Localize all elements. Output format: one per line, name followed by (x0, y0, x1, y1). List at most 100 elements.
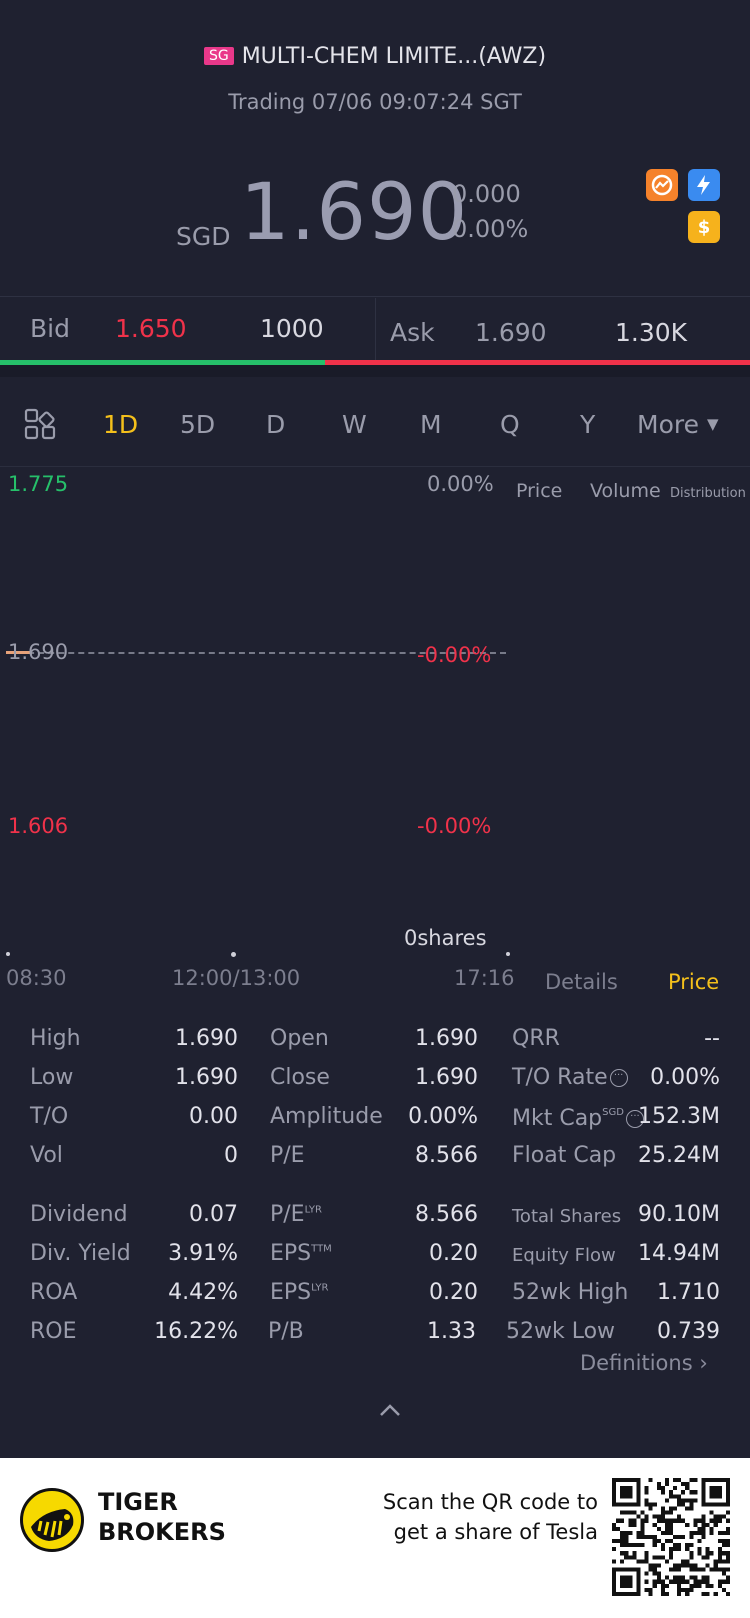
chevron-right-icon: › (699, 1351, 708, 1375)
stat-label-text: Mkt Cap (512, 1106, 603, 1131)
stat-label-text: P/E (270, 1202, 305, 1227)
tab-d[interactable]: D (266, 410, 286, 439)
stock-name: MULTI-CHEM LIMITE...(AWZ) (241, 44, 547, 69)
stat-label: ROA (30, 1280, 78, 1305)
tiger-logo-icon (20, 1488, 84, 1552)
bid-volume-bar (0, 360, 325, 365)
tab-1d[interactable]: 1D (103, 410, 139, 439)
tab-w[interactable]: W (342, 410, 367, 439)
flash-icon[interactable] (688, 169, 720, 201)
stat-label: ROE (30, 1319, 77, 1344)
stat-label[interactable]: T/O Rate ··· (512, 1065, 628, 1090)
stat-value: 1.690 (175, 1026, 238, 1051)
caret-down-icon: ▼ (706, 415, 719, 433)
stat-value: 8.566 (415, 1143, 478, 1168)
chart-high-pct: 0.00% (427, 472, 494, 496)
time-tick (506, 952, 510, 956)
ask-size: 1.30K (615, 318, 688, 347)
tab-5d[interactable]: 5D (180, 410, 216, 439)
tab-details[interactable]: Details (545, 970, 618, 994)
ask-volume-bar (325, 360, 750, 365)
chart-mid-price: 1.690 (8, 640, 69, 664)
time-end: 17:16 (454, 966, 515, 990)
definitions-link[interactable]: Definitions › (580, 1351, 708, 1375)
more-dropdown[interactable]: More ▼ (637, 410, 718, 439)
bid-price: 1.650 (115, 314, 187, 343)
side-tab-distribution[interactable]: Distribution (670, 486, 746, 501)
divider (0, 296, 750, 297)
volume-label: 0shares (404, 926, 487, 950)
cta-line2: get a share of Tesla (393, 1520, 598, 1544)
more-label: More (637, 410, 699, 439)
stat-label: Open (270, 1026, 329, 1051)
stat-value: 8.566 (415, 1202, 478, 1227)
stat-value: 0.20 (429, 1280, 478, 1305)
stat-value: 1.690 (415, 1026, 478, 1051)
stat-label: Close (270, 1065, 330, 1090)
tabs-divider (0, 466, 750, 467)
stat-value: 3.91% (168, 1241, 238, 1266)
stat-label: 52wk High (512, 1280, 629, 1305)
trade-icon[interactable] (646, 169, 678, 201)
ask-label: Ask (390, 318, 435, 347)
time-tick (231, 952, 236, 957)
stat-value: 14.94M (638, 1241, 720, 1266)
stat-value: 0.00% (408, 1104, 478, 1129)
tab-q[interactable]: Q (500, 410, 520, 439)
stat-value: -- (704, 1026, 720, 1051)
stat-label: Dividend (30, 1202, 128, 1227)
chart-high-price: 1.775 (8, 472, 69, 496)
stat-value: 0.00% (650, 1065, 720, 1090)
stat-label: P/E (270, 1143, 305, 1168)
chart-low-price: 1.606 (8, 814, 69, 838)
dollar-icon[interactable]: $ (688, 211, 720, 243)
more-info-icon[interactable]: ··· (625, 1110, 644, 1128)
stock-title: SG MULTI-CHEM LIMITE...(AWZ) (0, 44, 750, 69)
side-tab-price[interactable]: Price (516, 480, 563, 502)
stat-label: High (30, 1026, 81, 1051)
stat-value: 1.690 (415, 1065, 478, 1090)
brand-line2: BROKERS (98, 1518, 226, 1546)
qr-code-icon (612, 1478, 730, 1596)
price-change: 0.000 (452, 180, 521, 208)
stat-value: 1.33 (427, 1319, 476, 1344)
chart-low-pct: -0.00% (417, 814, 492, 838)
stat-value: 1.710 (657, 1280, 720, 1305)
svg-text:$: $ (698, 217, 711, 238)
stat-label: Equity Flow (512, 1245, 616, 1266)
stat-value: 0 (224, 1143, 238, 1168)
stat-value: 0.739 (657, 1319, 720, 1344)
stat-label-text: EPS (270, 1280, 312, 1305)
chart-mid-pct: -0.00% (417, 643, 492, 667)
stat-label: EPSTTM (270, 1241, 332, 1266)
stat-value: 152.3M (638, 1104, 720, 1129)
stat-label: P/B (268, 1319, 304, 1344)
tab-y[interactable]: Y (580, 410, 596, 439)
stat-label[interactable]: Mkt CapSGD ··· (512, 1106, 644, 1131)
tab-price-detail[interactable]: Price (668, 970, 720, 994)
stat-value: 0.07 (189, 1202, 238, 1227)
chevron-up-icon[interactable] (378, 1402, 402, 1422)
currency-label: SGD (176, 222, 231, 251)
stat-sup: LYR (311, 1282, 329, 1294)
cta-line1: Scan the QR code to (382, 1490, 598, 1514)
time-start: 08:30 (6, 966, 67, 990)
stat-label: Div. Yield (30, 1241, 131, 1266)
stat-label: Float Cap (512, 1143, 617, 1168)
bid-label: Bid (30, 314, 70, 343)
stat-value: 1.690 (175, 1065, 238, 1090)
grid-layout-icon[interactable] (24, 408, 56, 444)
definitions-label: Definitions (580, 1351, 693, 1375)
stat-value: 0.00 (189, 1104, 238, 1129)
more-info-icon[interactable]: ··· (609, 1069, 628, 1087)
stat-sup: SGD (602, 1107, 624, 1118)
time-mid: 12:00/13:00 (172, 966, 301, 990)
bid-size: 1000 (260, 314, 324, 343)
promo-footer: TIGER BROKERS Scan the QR code to get a … (0, 1458, 750, 1618)
stat-label: Total Shares (512, 1206, 622, 1227)
stat-value: 0.20 (429, 1241, 478, 1266)
stat-label: Low (30, 1065, 74, 1090)
side-tab-volume[interactable]: Volume (590, 480, 661, 502)
stat-label-text: T/O Rate (512, 1065, 608, 1090)
tab-m[interactable]: M (420, 410, 442, 439)
